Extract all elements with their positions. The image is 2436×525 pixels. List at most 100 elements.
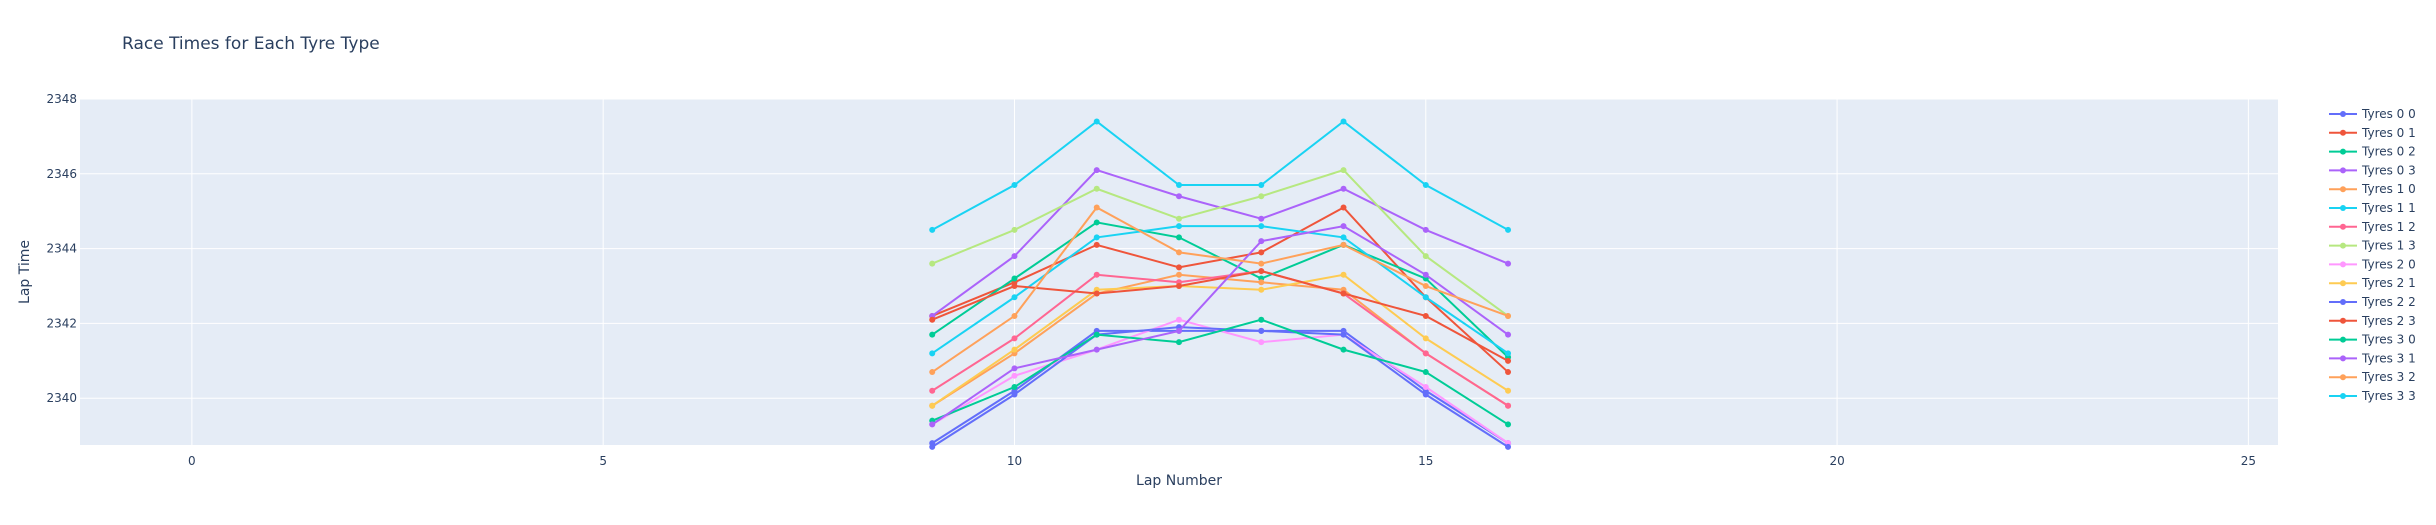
data-point[interactable] xyxy=(1093,346,1100,353)
legend-item[interactable]: Tyres 3 2 xyxy=(2329,370,2416,384)
data-point[interactable] xyxy=(1505,369,1512,376)
data-point[interactable] xyxy=(1340,290,1347,297)
data-point[interactable] xyxy=(1258,238,1265,245)
data-point[interactable] xyxy=(1176,339,1182,346)
data-point[interactable] xyxy=(1505,226,1512,233)
data-point[interactable] xyxy=(1093,167,1100,174)
data-point[interactable] xyxy=(1258,316,1265,323)
data-point[interactable] xyxy=(1505,312,1512,319)
data-point[interactable] xyxy=(1258,223,1265,230)
legend-item[interactable]: Tyres 2 1 xyxy=(2329,276,2416,290)
data-point[interactable] xyxy=(1176,249,1182,256)
data-point[interactable] xyxy=(1093,219,1100,226)
data-point[interactable] xyxy=(929,260,936,267)
data-point[interactable] xyxy=(1505,350,1512,357)
data-point[interactable] xyxy=(1011,335,1018,342)
data-point[interactable] xyxy=(1422,350,1429,357)
data-point[interactable] xyxy=(1340,271,1347,278)
data-point[interactable] xyxy=(929,421,936,428)
legend-item[interactable]: Tyres 1 3 xyxy=(2329,239,2416,253)
data-point[interactable] xyxy=(1422,283,1429,290)
data-point[interactable] xyxy=(1011,283,1018,290)
data-point[interactable] xyxy=(1093,118,1100,125)
data-point[interactable] xyxy=(929,350,936,357)
data-point[interactable] xyxy=(1340,118,1347,125)
data-point[interactable] xyxy=(1258,327,1265,334)
data-point[interactable] xyxy=(1176,316,1182,323)
data-point[interactable] xyxy=(1422,253,1429,260)
data-point[interactable] xyxy=(1258,249,1265,256)
data-point[interactable] xyxy=(1340,234,1347,241)
data-point[interactable] xyxy=(1176,264,1182,271)
legend-item[interactable]: Tyres 0 0 xyxy=(2329,107,2416,121)
data-point[interactable] xyxy=(1505,387,1512,394)
legend-item[interactable]: Tyres 3 0 xyxy=(2329,333,2416,347)
data-point[interactable] xyxy=(1340,346,1347,353)
data-point[interactable] xyxy=(1011,294,1018,301)
data-point[interactable] xyxy=(1422,226,1429,233)
data-point[interactable] xyxy=(929,443,936,450)
data-point[interactable] xyxy=(1340,241,1347,248)
data-point[interactable] xyxy=(1176,223,1182,230)
legend-item[interactable]: Tyres 3 3 xyxy=(2329,389,2416,403)
data-point[interactable] xyxy=(1011,391,1018,398)
data-point[interactable] xyxy=(1093,241,1100,248)
data-point[interactable] xyxy=(1258,260,1265,267)
data-point[interactable] xyxy=(929,369,936,376)
data-point[interactable] xyxy=(1258,279,1265,286)
data-point[interactable] xyxy=(1011,275,1018,282)
data-point[interactable] xyxy=(1093,204,1100,211)
data-point[interactable] xyxy=(1258,193,1265,200)
data-point[interactable] xyxy=(1340,204,1347,211)
data-point[interactable] xyxy=(1176,327,1182,334)
legend-item[interactable]: Tyres 1 2 xyxy=(2329,220,2416,234)
data-point[interactable] xyxy=(1422,369,1429,376)
data-point[interactable] xyxy=(1176,271,1182,278)
data-point[interactable] xyxy=(1258,215,1265,222)
data-point[interactable] xyxy=(1422,384,1429,391)
legend-item[interactable]: Tyres 2 0 xyxy=(2329,257,2416,271)
data-point[interactable] xyxy=(1011,384,1018,391)
legend-item[interactable]: Tyres 2 3 xyxy=(2329,314,2416,328)
data-point[interactable] xyxy=(1011,312,1018,319)
data-point[interactable] xyxy=(1505,331,1512,338)
data-point[interactable] xyxy=(1422,294,1429,301)
data-point[interactable] xyxy=(1176,182,1182,189)
data-point[interactable] xyxy=(1340,331,1347,338)
data-point[interactable] xyxy=(929,387,936,394)
data-point[interactable] xyxy=(1176,234,1182,241)
data-point[interactable] xyxy=(1258,268,1265,275)
data-point[interactable] xyxy=(1258,339,1265,346)
data-point[interactable] xyxy=(1422,312,1429,319)
data-point[interactable] xyxy=(1505,421,1512,428)
data-point[interactable] xyxy=(1340,185,1347,192)
legend-item[interactable]: Tyres 1 0 xyxy=(2329,182,2416,196)
legend-item[interactable]: Tyres 2 2 xyxy=(2329,295,2416,309)
data-point[interactable] xyxy=(1011,372,1018,379)
data-point[interactable] xyxy=(1258,182,1265,189)
data-point[interactable] xyxy=(929,402,936,409)
data-point[interactable] xyxy=(1011,365,1018,372)
data-point[interactable] xyxy=(1176,193,1182,200)
data-point[interactable] xyxy=(1505,357,1512,364)
legend-item[interactable]: Tyres 0 3 xyxy=(2329,163,2416,177)
legend-item[interactable]: Tyres 0 1 xyxy=(2329,126,2416,140)
data-point[interactable] xyxy=(929,331,936,338)
data-point[interactable] xyxy=(1093,271,1100,278)
data-point[interactable] xyxy=(1011,226,1018,233)
data-point[interactable] xyxy=(1340,167,1347,174)
data-point[interactable] xyxy=(1093,234,1100,241)
data-point[interactable] xyxy=(1093,290,1100,297)
data-point[interactable] xyxy=(1258,286,1265,293)
data-point[interactable] xyxy=(1011,253,1018,260)
data-point[interactable] xyxy=(1505,402,1512,409)
data-point[interactable] xyxy=(1505,443,1512,450)
legend-item[interactable]: Tyres 1 1 xyxy=(2329,201,2416,215)
data-point[interactable] xyxy=(1422,271,1429,278)
data-point[interactable] xyxy=(1422,182,1429,189)
data-point[interactable] xyxy=(1093,185,1100,192)
data-point[interactable] xyxy=(1176,215,1182,222)
data-point[interactable] xyxy=(1422,391,1429,398)
data-point[interactable] xyxy=(1093,331,1100,338)
legend-item[interactable]: Tyres 3 1 xyxy=(2329,351,2416,365)
